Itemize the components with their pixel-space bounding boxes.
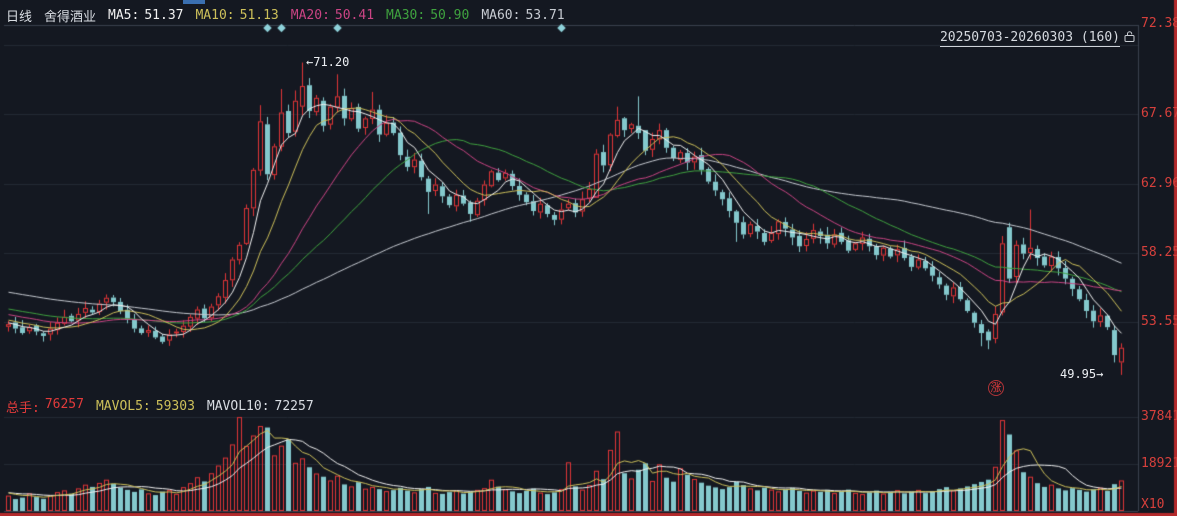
volume-axis-label: 37841 [1141, 409, 1177, 424]
volume-axis-unit: X10 [1141, 497, 1165, 512]
ma10-legend: MA10: 51.13 [195, 8, 279, 23]
date-range-text[interactable]: 20250703-20260303 (160) [939, 30, 1120, 47]
price-axis-label: 53.55 [1141, 314, 1177, 329]
price-axis-label: 67.67 [1141, 106, 1177, 121]
ma60-legend: MA60: 53.71 [481, 8, 565, 23]
price-axis-label: 62.96 [1141, 176, 1177, 191]
ma20-legend: MA20: 50.41 [290, 8, 375, 23]
arrow-left-icon: ← [306, 55, 314, 69]
last-price-annotation: 49.95→ [1060, 367, 1104, 381]
unlock-icon[interactable] [1123, 30, 1136, 47]
price-axis-label: 72.38 [1141, 16, 1177, 31]
mavol5-legend: MAVOL5: 59303 [95, 399, 195, 414]
price-axis-label: 58.25 [1141, 245, 1177, 260]
peak-price-annotation: ←71.20 [306, 55, 350, 69]
period-label[interactable]: 日线 [6, 10, 33, 25]
volume-total-legend: 总手: 76257 [6, 397, 84, 416]
rise-marker-badge: 涨 [988, 380, 1004, 396]
price-pane-header: 日线 舍得酒业 MA5: 51.37 MA10: 51.13 MA20: 50.41 … [6, 6, 565, 25]
date-range-link[interactable]: 20250703-20260303 (160) [939, 30, 1136, 47]
volume-axis-label: 18921 [1141, 456, 1177, 471]
symbol-name[interactable]: 舍得酒业 [44, 10, 97, 25]
arrow-right-icon: → [1096, 367, 1104, 381]
volume-pane-header: 总手: 76257 MAVOL5: 59303 MAVOL10: 72257 [6, 397, 314, 416]
ma30-legend: MA30: 50.90 [386, 8, 470, 23]
top-scroll-indicator[interactable] [183, 0, 205, 4]
ma5-legend: MA5: 51.37 [108, 8, 184, 23]
mavol10-legend: MAVOL10: 72257 [206, 399, 314, 414]
